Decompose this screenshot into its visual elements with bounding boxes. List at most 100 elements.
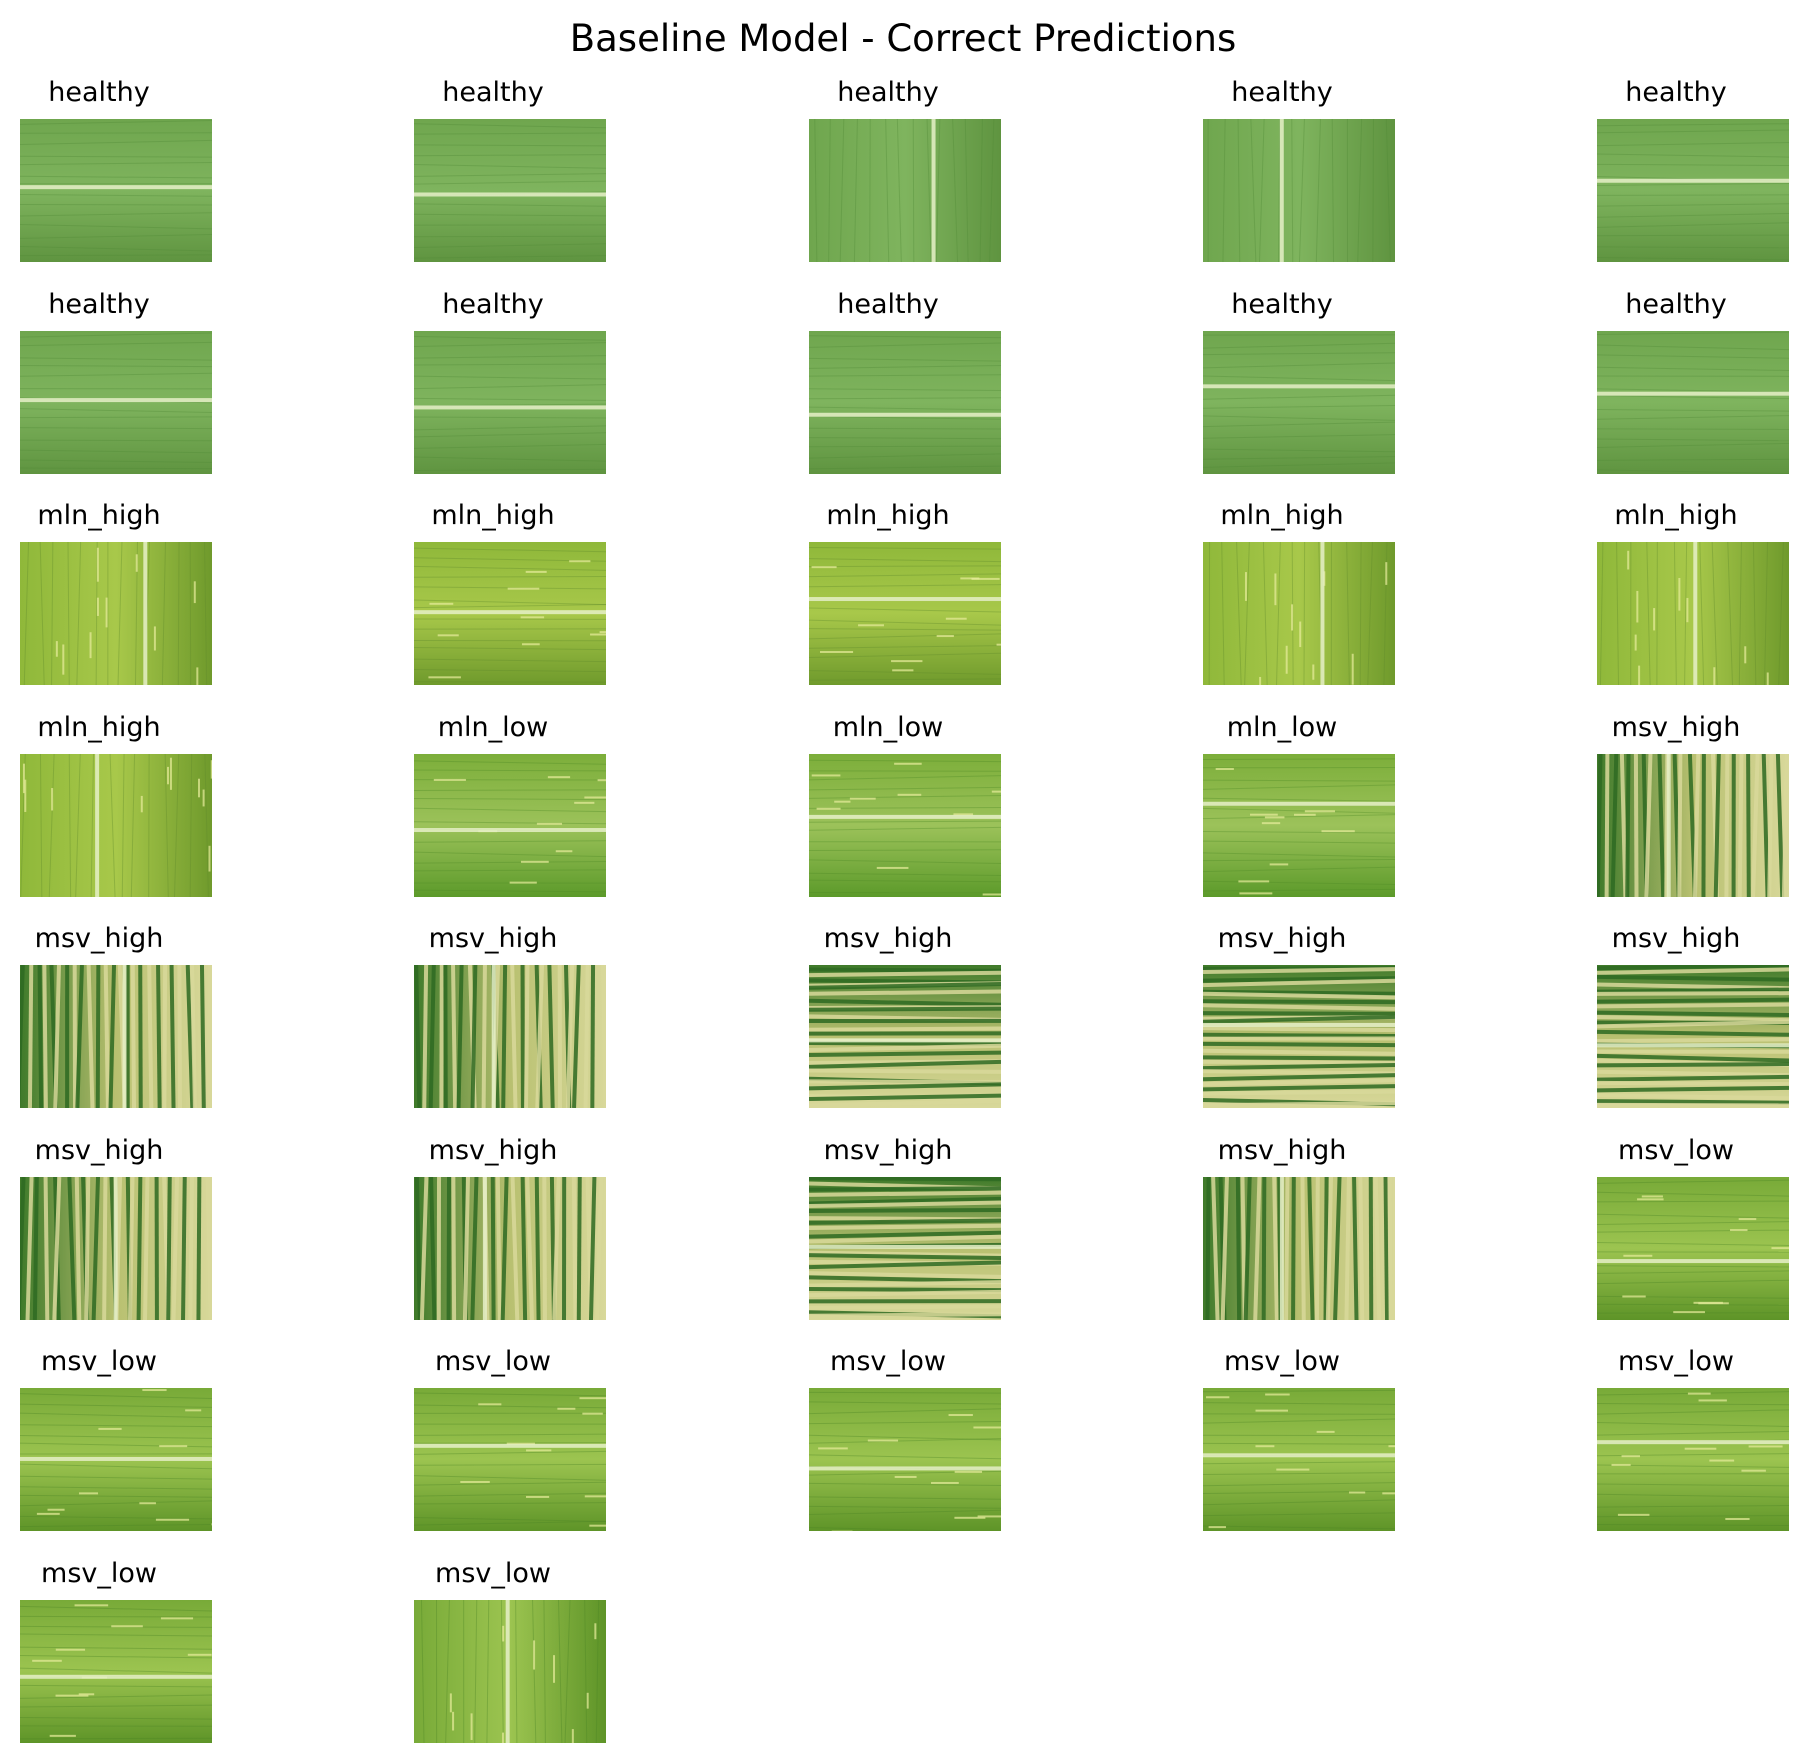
prediction-panel: msv_high <box>1563 921 1789 1108</box>
leaf-image <box>809 330 1001 474</box>
leaf-image <box>414 753 606 897</box>
prediction-panel: healthy <box>1169 75 1395 262</box>
panel-label: healthy <box>1231 288 1333 320</box>
prediction-panel: msv_low <box>1169 1344 1395 1531</box>
leaf-image <box>414 542 606 685</box>
leaf-image <box>1203 542 1395 685</box>
leaf-image <box>809 753 1001 897</box>
leaf-image <box>20 330 212 474</box>
prediction-panel: msv_low <box>0 1556 212 1743</box>
panel-label: msv_low <box>435 1557 551 1589</box>
leaf-image <box>20 753 212 897</box>
leaf-image <box>414 119 606 262</box>
leaf-image <box>414 330 606 474</box>
leaf-image <box>1203 753 1395 897</box>
panel-label: healthy <box>1625 77 1727 108</box>
panel-label: msv_high <box>34 1134 164 1166</box>
panel-label: msv_high <box>1611 923 1741 954</box>
prediction-panel: msv_low <box>1563 1133 1789 1320</box>
panel-label: healthy <box>1625 288 1727 320</box>
prediction-panel: mln_low <box>380 710 606 897</box>
leaf-image <box>414 965 606 1108</box>
leaf-image <box>1203 1176 1395 1320</box>
prediction-panel: healthy <box>1563 287 1789 474</box>
panel-label: msv_high <box>823 923 953 954</box>
leaf-image <box>1597 330 1789 474</box>
leaf-image <box>414 1599 606 1743</box>
panel-label: msv_low <box>830 1346 946 1377</box>
prediction-panel: mln_high <box>0 710 212 897</box>
leaf-image <box>20 1388 212 1531</box>
prediction-panel: msv_high <box>380 921 606 1108</box>
panel-label: msv_high <box>1611 711 1741 743</box>
prediction-panel: mln_low <box>1169 710 1395 897</box>
prediction-panel: healthy <box>1563 75 1789 262</box>
leaf-image <box>20 119 212 262</box>
panel-label: mln_high <box>37 500 161 531</box>
leaf-image <box>1597 119 1789 262</box>
prediction-panel: mln_low <box>775 710 1001 897</box>
panel-label: msv_low <box>435 1346 551 1377</box>
prediction-panel: msv_high <box>775 921 1001 1108</box>
panel-label: healthy <box>442 77 544 108</box>
leaf-image <box>809 965 1001 1108</box>
panel-label: msv_low <box>41 1346 157 1377</box>
panel-label: healthy <box>442 288 544 320</box>
panel-label: healthy <box>837 288 939 320</box>
panel-label: healthy <box>48 288 150 320</box>
leaf-image <box>20 1176 212 1320</box>
prediction-panel: healthy <box>0 287 212 474</box>
prediction-panel: msv_low <box>775 1344 1001 1531</box>
panel-label: msv_high <box>1217 1134 1347 1166</box>
prediction-panel: healthy <box>0 75 212 262</box>
prediction-panel: msv_high <box>0 1133 212 1320</box>
leaf-image <box>1203 330 1395 474</box>
prediction-panel: healthy <box>380 75 606 262</box>
prediction-panel: mln_high <box>0 498 212 685</box>
leaf-image <box>809 542 1001 685</box>
leaf-image <box>20 542 212 685</box>
prediction-panel: msv_high <box>1563 710 1789 897</box>
prediction-panel: msv_low <box>380 1556 606 1743</box>
leaf-image <box>1597 965 1789 1108</box>
leaf-image <box>809 1388 1001 1531</box>
prediction-panel: healthy <box>1169 287 1395 474</box>
leaf-image <box>809 119 1001 262</box>
panel-label: msv_high <box>823 1134 953 1166</box>
panel-label: msv_low <box>1618 1134 1734 1166</box>
leaf-image <box>809 1176 1001 1320</box>
panel-label: mln_high <box>37 711 161 743</box>
prediction-panel: msv_high <box>775 1133 1001 1320</box>
panel-label: mln_low <box>1226 711 1338 743</box>
prediction-panel: msv_high <box>1169 1133 1395 1320</box>
prediction-panel: msv_high <box>380 1133 606 1320</box>
panel-label: msv_high <box>34 923 164 954</box>
leaf-image <box>414 1176 606 1320</box>
leaf-image <box>1597 1176 1789 1320</box>
panel-label: mln_low <box>832 711 944 743</box>
panel-label: mln_high <box>1220 500 1344 531</box>
panel-label: healthy <box>837 77 939 108</box>
leaf-image <box>1597 542 1789 685</box>
leaf-image <box>20 965 212 1108</box>
prediction-panel: msv_high <box>0 921 212 1108</box>
prediction-panel: healthy <box>775 287 1001 474</box>
leaf-image <box>1597 753 1789 897</box>
prediction-panel: msv_low <box>1563 1344 1789 1531</box>
leaf-image <box>1203 1388 1395 1531</box>
prediction-panel: mln_high <box>380 498 606 685</box>
leaf-image <box>1203 965 1395 1108</box>
prediction-panel: msv_low <box>380 1344 606 1531</box>
panel-label: msv_low <box>1224 1346 1340 1377</box>
panel-label: msv_high <box>428 1134 558 1166</box>
prediction-panel: mln_high <box>1169 498 1395 685</box>
panel-label: mln_high <box>826 500 950 531</box>
panel-label: msv_low <box>41 1557 157 1589</box>
leaf-image <box>20 1599 212 1743</box>
panel-label: msv_low <box>1618 1346 1734 1377</box>
leaf-image <box>1597 1388 1789 1531</box>
prediction-panel: healthy <box>775 75 1001 262</box>
panel-label: msv_high <box>428 923 558 954</box>
prediction-panel: healthy <box>380 287 606 474</box>
prediction-panel: msv_low <box>0 1344 212 1531</box>
